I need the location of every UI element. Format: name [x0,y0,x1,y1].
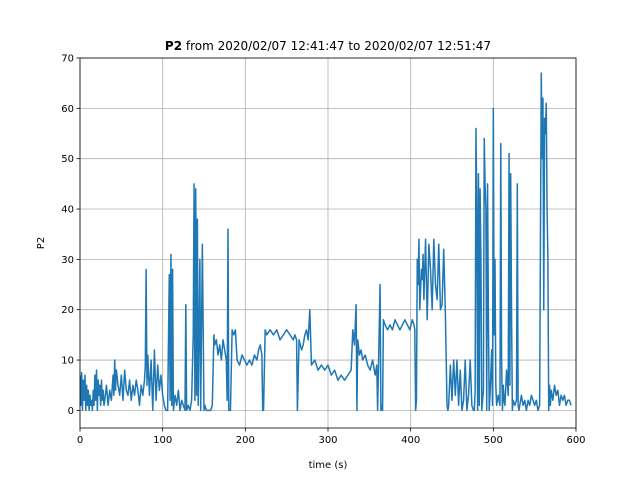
x-tick-label: 100 [153,435,172,446]
x-tick-label: 300 [318,435,337,446]
x-axis-label: time (s) [309,460,348,471]
y-tick-label: 0 [68,406,74,417]
plot-frame [79,57,577,429]
y-tick-label: 10 [61,356,74,367]
x-tick-label: 500 [484,435,503,446]
title-rest: from 2020/02/07 12:41:47 to 2020/02/07 1… [186,39,491,53]
x-tick-label: 400 [401,435,420,446]
y-tick-label: 20 [61,305,74,316]
y-tick-label: 60 [61,104,74,115]
y-tick-label: 70 [61,54,74,65]
y-tick-label: 50 [61,154,74,165]
y-tick-label: 30 [61,255,74,266]
data-line [80,72,572,412]
x-tick-label: 0 [77,435,83,446]
x-tick-label: 200 [236,435,255,446]
y-axis-label: P2 [36,237,47,249]
chart-title: P2 from 2020/02/07 12:41:47 to 2020/02/0… [165,39,491,53]
y-tick-label: 40 [61,205,74,216]
x-tick-label: 600 [566,435,585,446]
title-bold: P2 [165,39,182,53]
